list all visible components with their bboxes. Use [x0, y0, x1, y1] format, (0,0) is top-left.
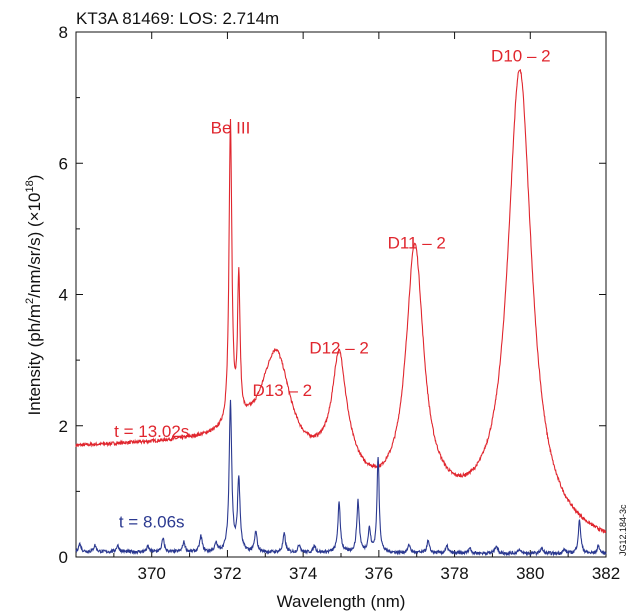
figure-stamp: JG12.184-3c — [618, 504, 628, 556]
annotation-label: Be III — [211, 119, 251, 138]
annotation-label: t = 8.06s — [119, 512, 185, 531]
y-tick-label: 4 — [59, 286, 68, 305]
x-tick-label: 380 — [516, 564, 544, 583]
y-tick-label: 6 — [59, 154, 68, 173]
annotation-label: D10 – 2 — [491, 47, 551, 66]
y-axis-label: Intensity (ph/m2/nm/sr/s) (×1018) — [24, 175, 44, 416]
x-tick-label: 374 — [289, 564, 317, 583]
annotation-label: D11 – 2 — [388, 234, 446, 253]
series-line-0 — [75, 69, 607, 534]
y-axis-label-part: /nm/sr/s) (×10 — [25, 192, 44, 297]
x-axis-label: Wavelength (nm) — [277, 592, 406, 611]
chart-title: KT3A 81469: LOS: 2.714m — [76, 9, 279, 28]
plot-frame — [75, 31, 607, 558]
y-axis-label-part: Intensity (ph/m — [25, 304, 44, 416]
series-layer — [75, 69, 607, 557]
series-line-1 — [75, 399, 607, 557]
y-tick-label: 0 — [59, 548, 68, 567]
annotation-label: D13 – 2 — [253, 381, 313, 400]
x-tick-label: 382 — [592, 564, 620, 583]
y-tick-label: 2 — [59, 417, 68, 436]
annotation-layer: Be III D13 – 2 D12 – 2 D11 – 2 D10 – 2 t = 13… — [114, 47, 550, 532]
y-axis-label-sup: 2 — [24, 298, 36, 304]
x-tick-label: 370 — [138, 564, 166, 583]
annotation-label: D12 – 2 — [309, 339, 369, 358]
y-axis-label-sup: 18 — [24, 180, 36, 192]
annotation-label: t = 13.02s — [114, 422, 189, 441]
y-axis-label-part: ) — [25, 175, 44, 181]
x-tick-label: 378 — [440, 564, 468, 583]
y-tick-label: 8 — [59, 23, 68, 42]
axis-ticks: 370 372 374 376 378 380 382 0 2 4 6 8 — [59, 23, 621, 583]
x-tick-label: 376 — [365, 564, 393, 583]
x-tick-label: 372 — [213, 564, 241, 583]
